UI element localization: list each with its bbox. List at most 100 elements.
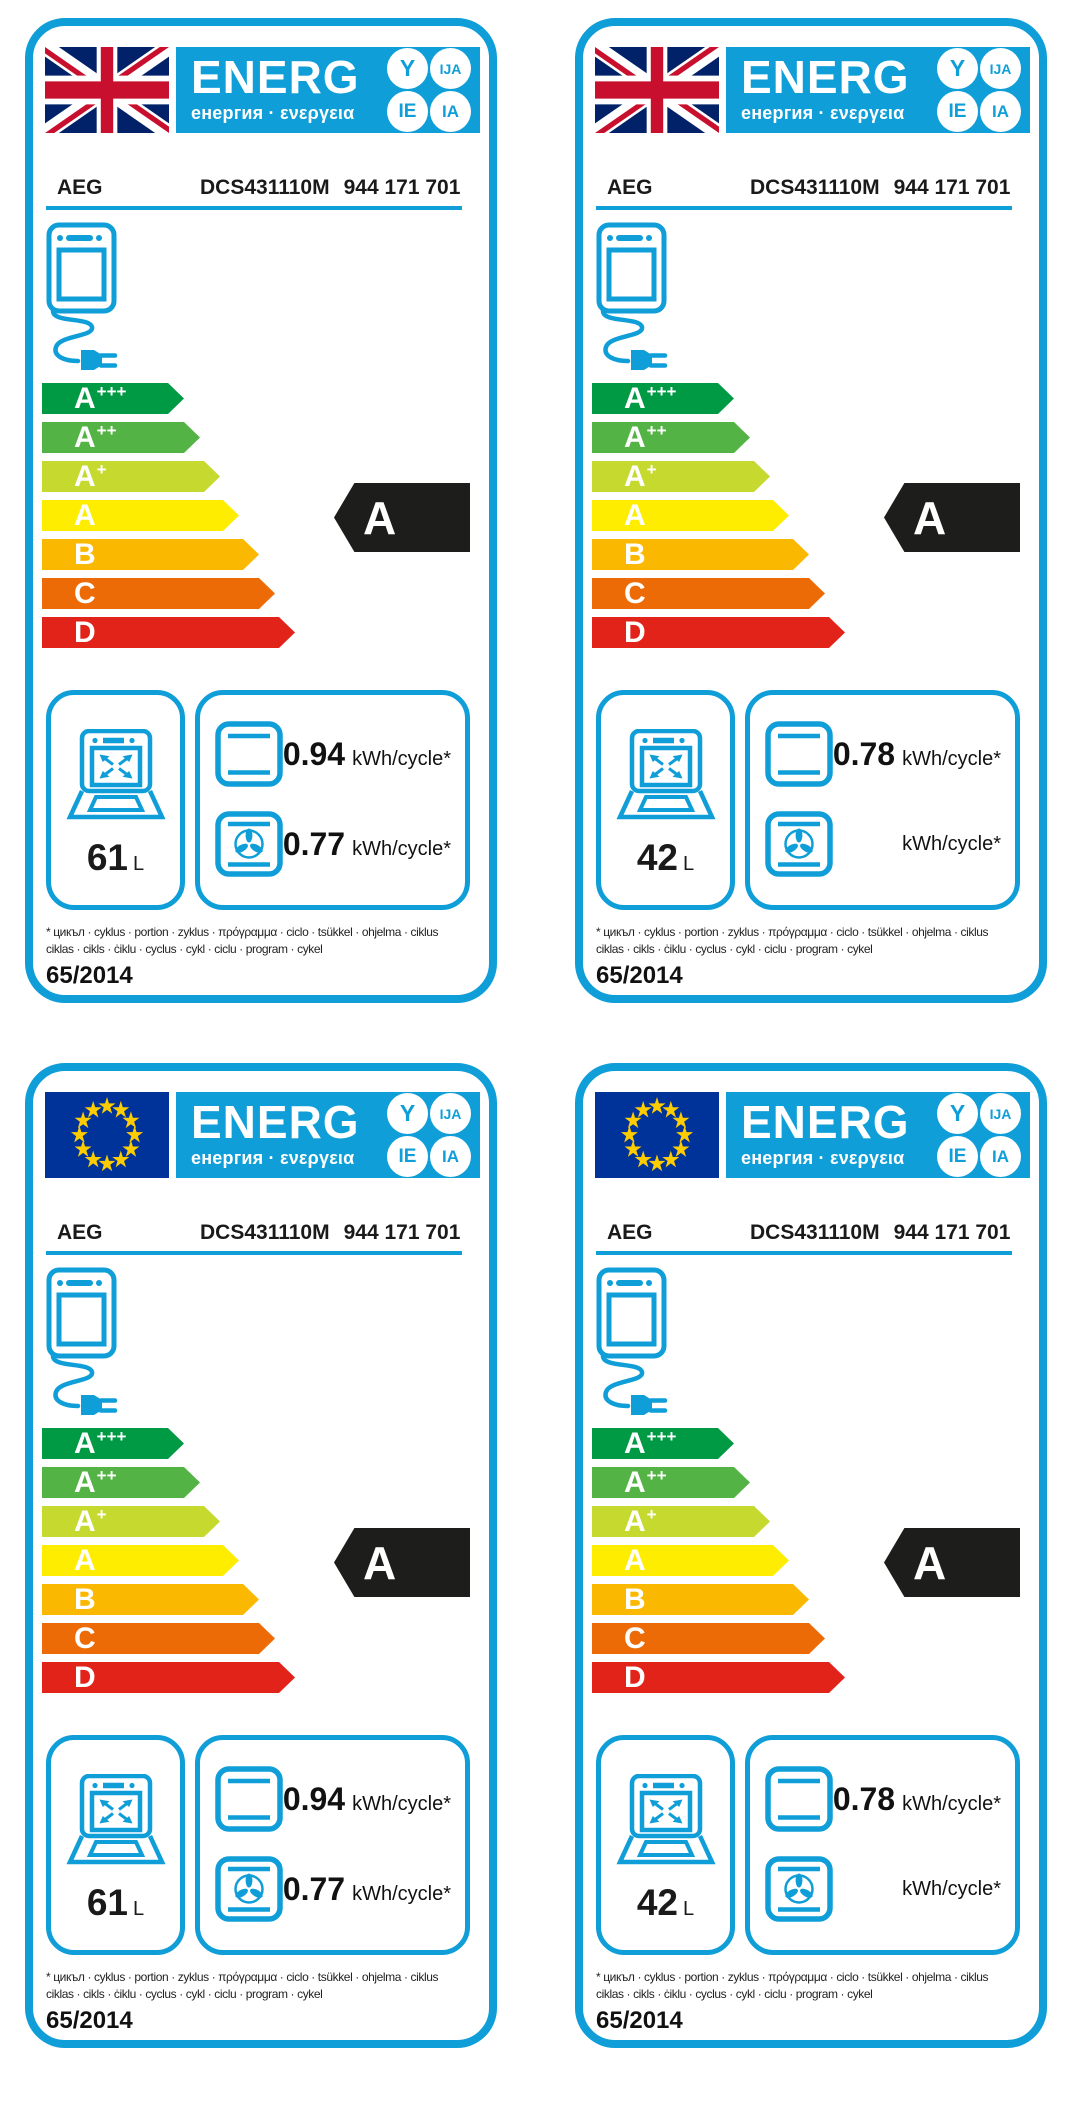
conventional-oven-icon — [215, 721, 283, 787]
header-divider — [46, 206, 462, 210]
energy-class-a: A — [592, 1545, 789, 1576]
conventional-oven-icon — [765, 1766, 833, 1832]
capacity-box: 61 L — [46, 1735, 185, 1955]
energ-text-block: ENERG енергия · ενεργεια — [741, 51, 937, 124]
capacity-box: 42 L — [596, 1735, 735, 1955]
energy-class-a++: A ++ — [42, 1467, 200, 1498]
energy-class-a+++: A +++ — [592, 383, 734, 414]
conventional-value: 0.94 — [282, 1780, 346, 1817]
energy-class-b: B — [592, 539, 809, 570]
fan-value: 0.77 — [282, 1870, 346, 1907]
rating-arrow: A — [884, 1528, 1020, 1597]
energy-class-plus: +++ — [96, 1426, 127, 1446]
energy-class-plus: + — [96, 459, 107, 479]
energy-class-c: C — [42, 1623, 275, 1654]
fan-unit: kWh/cycle* — [902, 1877, 1001, 1900]
energ-circle-ia: IA — [980, 91, 1021, 132]
energy-class-plus: ++ — [96, 1465, 117, 1485]
energy-class-letter: C — [624, 1621, 646, 1655]
brand-name: AEG — [57, 1221, 103, 1244]
conventional-row: 0.94 kWh/cycle* — [215, 721, 451, 787]
conventional-unit: kWh/cycle* — [902, 747, 1001, 770]
conventional-row: 0.94 kWh/cycle* — [215, 1766, 451, 1832]
footnote-line1: * цикъл · cyklus · portion · zyklus · πρ… — [596, 1970, 989, 1984]
energy-class-letter: B — [624, 537, 646, 571]
rating-letter: A — [363, 491, 397, 544]
rating-letter: A — [913, 491, 947, 544]
conventional-value-row: 0.78 kWh/cycle* — [833, 736, 1001, 773]
energy-class-letter: A — [624, 498, 646, 532]
energy-class-a: A — [42, 500, 239, 531]
fan-unit: kWh/cycle* — [352, 1882, 451, 1905]
conventional-unit: kWh/cycle* — [902, 1792, 1001, 1815]
fan-value-row: 0.77 kWh/cycle* — [283, 1871, 451, 1908]
conventional-unit: kWh/cycle* — [352, 1792, 451, 1815]
capacity-value-row: 42 L — [637, 837, 694, 879]
model-row: DCS431110M 944 171 701 — [750, 176, 1010, 200]
label-header: ENERG енергия · ενεργεια Y IJA IE IA — [45, 47, 480, 133]
energy-class-letter: D — [74, 1660, 96, 1694]
product-number: 944 171 701 — [893, 1221, 1011, 1244]
energ-circle-ie: IE — [937, 1136, 978, 1177]
energ-subtitle: енергия · ενεργεια — [191, 102, 355, 123]
energy-class-letter: A +++ — [624, 1426, 677, 1460]
energy-class-a+: A + — [592, 1506, 770, 1537]
conventional-value: 0.94 — [282, 735, 346, 772]
fan-row: kWh/cycle* — [765, 811, 1001, 877]
energy-label-3: ENERG енергия · ενεργεια Y IJA IE IA AEG DC… — [25, 1063, 497, 2048]
regulation-number: 65/2014 — [46, 2007, 133, 2034]
energy-class-letter: A ++ — [74, 1465, 117, 1499]
product-number: 944 171 701 — [343, 1221, 461, 1244]
energy-class-letter: C — [74, 1621, 96, 1655]
conventional-value-row: 0.94 kWh/cycle* — [283, 736, 451, 773]
conventional-value-row: 0.94 kWh/cycle* — [283, 1781, 451, 1818]
energy-class-letter: A ++ — [74, 420, 117, 454]
energy-class-a+++: A +++ — [42, 1428, 184, 1459]
energy-class-letter: D — [624, 615, 646, 649]
energ-main-text: ENERG — [741, 51, 910, 104]
oven-plug-icon — [45, 222, 119, 372]
energy-class-letter: A ++ — [624, 1465, 667, 1499]
consumption-box: 0.94 kWh/cycle* — [195, 690, 470, 910]
energ-circles: Y IJA IE IA — [937, 48, 1021, 132]
energ-circle-ija: IJA — [980, 1093, 1021, 1134]
energy-class-letter: B — [624, 1582, 646, 1616]
conventional-oven-icon — [765, 721, 833, 787]
footnote-line1: * цикъл · cyklus · portion · zyklus · πρ… — [46, 925, 439, 939]
conventional-value: 0.78 — [832, 1780, 896, 1817]
brand-name: AEG — [57, 176, 103, 199]
conventional-row: 0.78 kWh/cycle* — [765, 721, 1001, 787]
label-header: ENERG енергия · ενεργεια Y IJA IE IA — [595, 47, 1030, 133]
energ-circle-ija: IJA — [430, 1093, 471, 1134]
capacity-value: 42 — [636, 837, 679, 878]
header-divider — [596, 206, 1012, 210]
energy-class-d: D — [592, 617, 845, 648]
energy-class-plus: ++ — [646, 1465, 667, 1485]
capacity-value: 61 — [86, 837, 129, 878]
footnote-line2: ciklas · cikls · ċiklu · cyclus · cykl ·… — [596, 1987, 873, 2002]
energy-class-letter: A +++ — [624, 381, 677, 415]
energ-circles: Y IJA IE IA — [387, 1093, 471, 1177]
footnote: * цикъл · cyklus · portion · zyklus · πρ… — [596, 924, 1024, 959]
uk-flag — [45, 47, 169, 133]
energ-subtitle: енергия · ενεργεια — [191, 1147, 355, 1168]
energy-class-letter: D — [624, 1660, 646, 1694]
energy-class-letter: B — [74, 537, 96, 571]
energ-logo: ENERG енергия · ενεργεια Y IJA IE IA — [176, 47, 480, 133]
model-row: DCS431110M 944 171 701 — [750, 1221, 1010, 1245]
fan-row: 0.77 kWh/cycle* — [215, 1856, 451, 1922]
fan-oven-icon — [215, 1856, 283, 1922]
fan-value: 0.77 — [282, 825, 346, 862]
product-number: 944 171 701 — [893, 176, 1011, 199]
energ-circle-y: Y — [387, 48, 428, 89]
energy-class-a++: A ++ — [592, 1467, 750, 1498]
energy-class-plus: +++ — [96, 381, 127, 401]
capacity-unit: L — [683, 853, 695, 875]
conventional-value: 0.78 — [832, 735, 896, 772]
regulation-number: 65/2014 — [596, 962, 683, 989]
model-row: DCS431110M 944 171 701 — [200, 176, 460, 200]
energy-class-letter: A + — [624, 1504, 657, 1538]
energy-label-4: ENERG енергия · ενεργεια Y IJA IE IA AEG DC… — [575, 1063, 1047, 2048]
capacity-value: 42 — [636, 1882, 679, 1923]
energy-scale: A +++ A ++ A + A B C D — [42, 1428, 295, 1693]
